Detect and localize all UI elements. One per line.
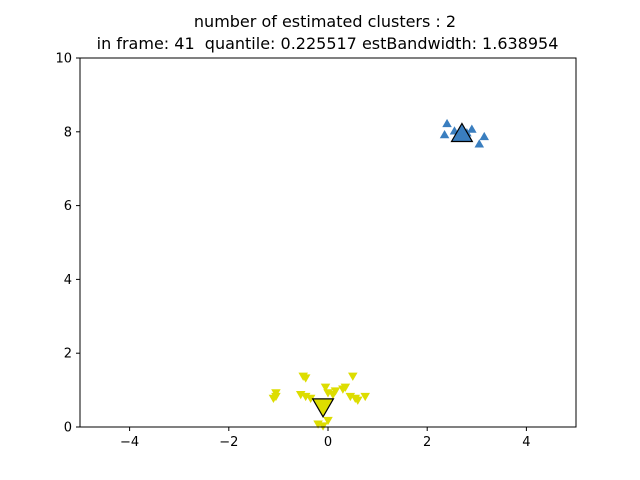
cluster-1-point-17: [348, 372, 358, 381]
x-tick-label-2: 0: [324, 435, 332, 450]
cluster-1-point-2: [268, 394, 279, 403]
chart-title: number of estimated clusters : 2: [194, 12, 456, 31]
cluster-0-point-6: [474, 139, 485, 148]
chart-subtitle: in frame: 41 quantile: 0.225517 estBandw…: [92, 34, 559, 53]
y-tick-label-2: 4: [64, 273, 72, 288]
axis-ticks: −4 −2 0 2 4 0 2 4 6 8 10: [55, 52, 530, 451]
x-tick-label-3: 2: [423, 435, 431, 450]
cluster-0-point-7: [479, 131, 490, 141]
y-tick-label-3: 6: [64, 199, 72, 214]
y-tick-label-0: 0: [64, 421, 72, 436]
cluster-1-point-4: [300, 374, 311, 383]
x-tick-label-4: 4: [522, 435, 530, 450]
cluster-0-point-1: [442, 118, 452, 128]
cluster-1-point-21: [360, 392, 370, 402]
x-tick-label-1: −2: [219, 435, 238, 450]
cluster-1-point-7: [305, 394, 316, 403]
cluster-0-center: [450, 122, 474, 143]
cluster-1-point-11: [320, 383, 331, 392]
cluster-1-center: [311, 398, 335, 419]
x-tick-label-0: −4: [120, 435, 139, 450]
y-tick-label-1: 2: [64, 347, 72, 362]
cluster-1-point-16: [340, 383, 351, 392]
data-marks: [268, 118, 490, 431]
cluster-0-point-5: [467, 124, 477, 133]
cluster-1-point-14: [330, 387, 341, 396]
plot-frame: [79, 57, 577, 428]
cluster-1-point-10: [323, 416, 333, 426]
y-tick-label-5: 10: [55, 52, 72, 67]
y-tick-label-4: 8: [64, 125, 72, 140]
cluster-0-point-0: [439, 129, 450, 139]
cluster-1-point-20: [352, 396, 363, 405]
